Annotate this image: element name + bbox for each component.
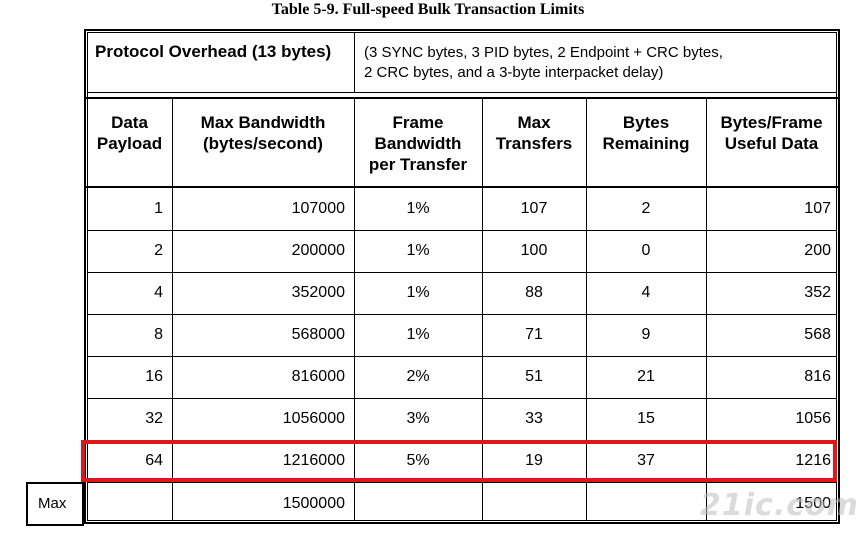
grid-line: [586, 98, 587, 521]
header-line: Data: [111, 113, 148, 132]
cell-useful: 352: [804, 284, 831, 301]
cell-remaining: 2: [641, 200, 651, 217]
cell-bandwidth: 816000: [291, 368, 345, 385]
cell-transfers: 71: [525, 326, 543, 343]
cell-bandwidth: 1216000: [282, 452, 345, 469]
header-line: Payload: [96, 134, 163, 153]
row-line: [87, 272, 837, 273]
overhead-detail-2: 2 CRC bytes, and a 3-byte interpacket de…: [364, 64, 664, 81]
cell-transfers: 107: [520, 200, 548, 217]
cell-bandwidth: 352000: [291, 284, 345, 301]
header-line: Frame: [392, 113, 444, 132]
row-line: [87, 398, 837, 399]
cell-useful: 200: [804, 242, 831, 259]
cell-frame-bw: 5%: [406, 452, 430, 469]
header-line: Transfers: [495, 134, 573, 153]
cell-payload: 8: [154, 326, 163, 343]
cell-bandwidth: 1056000: [282, 410, 345, 427]
watermark-logo: 21ic.com: [700, 488, 856, 523]
cell-useful: 1056: [795, 410, 831, 427]
overhead-divider: [354, 32, 355, 93]
grid-line: [172, 98, 173, 521]
header-line: Bytes: [622, 113, 670, 132]
cell-remaining: 0: [641, 242, 651, 259]
cell-useful: 1216: [795, 452, 831, 469]
divider-line: [84, 97, 840, 99]
header-line: per Transfer: [368, 155, 468, 174]
cell-bandwidth: 568000: [291, 326, 345, 343]
cell-remaining: 21: [637, 368, 655, 385]
grid-line: [354, 98, 355, 521]
max-row-label: Max: [26, 482, 84, 526]
cell-payload: 32: [145, 410, 163, 427]
cell-useful: 568: [804, 326, 831, 343]
header-max-bandwidth: Max Bandwidth (bytes/second): [172, 112, 354, 154]
cell-frame-bw: 2%: [406, 368, 430, 385]
cell-transfers: 88: [525, 284, 543, 301]
cell-transfers: 51: [525, 368, 543, 385]
cell-remaining: 9: [641, 326, 651, 343]
cell-payload: 1: [154, 200, 163, 217]
header-line: (bytes/second): [203, 134, 323, 153]
cell-transfers: 19: [525, 452, 543, 469]
header-line: Max: [517, 113, 551, 132]
cell-transfers: 33: [525, 410, 543, 427]
header-bytes-remaining: Bytes Remaining: [586, 112, 706, 154]
header-line: Bandwidth: [374, 134, 462, 153]
row-line: [87, 230, 837, 231]
cell-remaining: 15: [637, 410, 655, 427]
highlight-box: [81, 440, 837, 482]
overhead-label: Protocol Overhead (13 bytes): [95, 42, 332, 61]
header-data-payload: Data Payload: [87, 112, 172, 154]
header-max-transfers: Max Transfers: [482, 112, 586, 154]
header-bytes-frame: Bytes/Frame Useful Data: [706, 112, 837, 154]
divider-line: [84, 186, 840, 188]
header-line: Remaining: [602, 134, 690, 153]
cell-payload: 4: [154, 284, 163, 301]
header-line: Bytes/Frame: [720, 113, 823, 132]
row-line: [87, 482, 837, 483]
divider-line: [87, 92, 837, 93]
cell-bandwidth: 107000: [291, 200, 345, 217]
cell-payload: 2: [154, 242, 163, 259]
cell-frame-bw: 3%: [406, 410, 430, 427]
header-frame-bandwidth: Frame Bandwidth per Transfer: [354, 112, 482, 175]
row-line: [87, 356, 837, 357]
table-frame: [84, 29, 840, 524]
cell-transfers: 100: [520, 242, 548, 259]
cell-payload: 16: [145, 368, 163, 385]
cell-max-useful: 1500: [795, 495, 831, 512]
grid-line: [482, 98, 483, 521]
cell-frame-bw: 1%: [406, 326, 430, 343]
header-line: Max Bandwidth: [200, 113, 326, 132]
cell-payload: 64: [145, 452, 163, 469]
cell-frame-bw: 1%: [406, 284, 430, 301]
cell-bandwidth: 200000: [291, 242, 345, 259]
header-line: Useful Data: [724, 134, 819, 153]
cell-frame-bw: 1%: [406, 200, 430, 217]
cell-remaining: 37: [637, 452, 655, 469]
cell-remaining: 4: [641, 284, 651, 301]
row-line: [87, 314, 837, 315]
cell-useful: 107: [804, 200, 831, 217]
cell-max-bandwidth: 1500000: [282, 495, 345, 512]
cell-useful: 816: [804, 368, 831, 385]
table-inner-frame: [87, 32, 837, 521]
table-caption: Table 5-9. Full-speed Bulk Transaction L…: [271, 1, 585, 18]
grid-line: [706, 98, 707, 521]
overhead-detail-1: (3 SYNC bytes, 3 PID bytes, 2 Endpoint +…: [364, 44, 723, 61]
cell-frame-bw: 1%: [406, 242, 430, 259]
